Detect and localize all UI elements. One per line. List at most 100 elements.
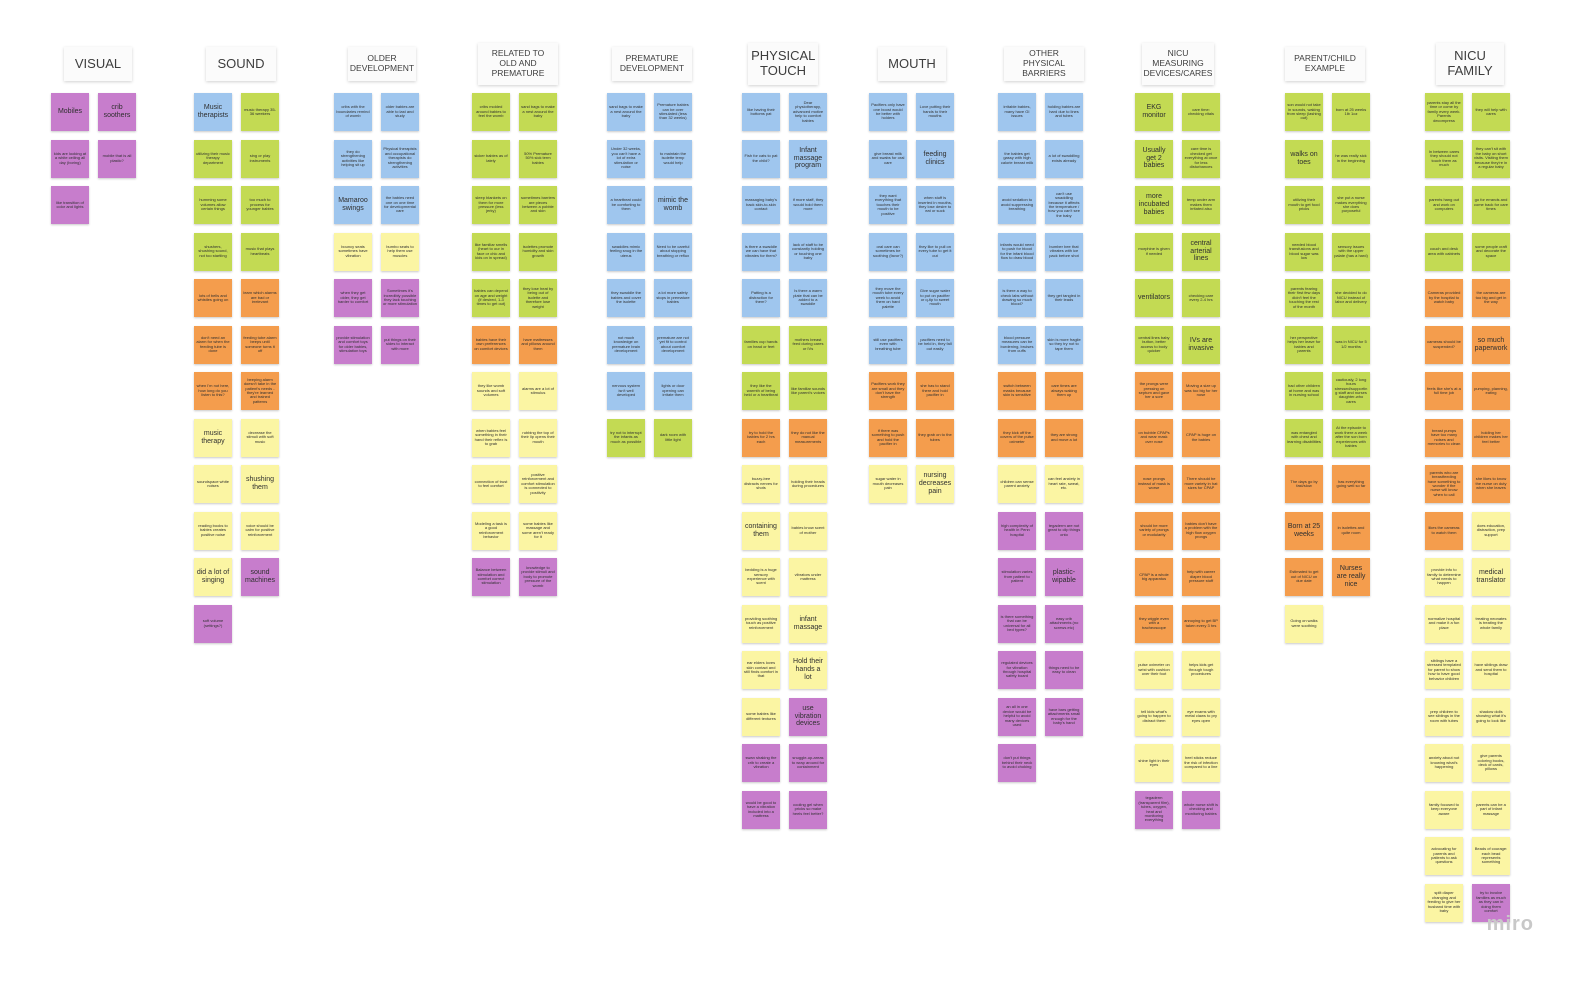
sticky-note-physical-touch[interactable]: some babies like different textures (742, 697, 780, 736)
sticky-note-nicu-measuring-devices-cares[interactable]: annoying to get BP taken every 3 hrs (1182, 604, 1220, 643)
sticky-note-nicu-family[interactable]: holding her children makes her feel bett… (1472, 418, 1510, 457)
sticky-note-related-to-old-and-premature[interactable]: sometimes barriers are pieces between a … (519, 186, 557, 224)
sticky-note-nicu-family[interactable]: treating neonates is treating the whole … (1472, 604, 1510, 643)
sticky-note-premature-development[interactable]: Under 32 weeks, you can't have a lot of … (607, 139, 645, 178)
sticky-note-parent-child-example[interactable]: was in NICU for 5 1/2 months (1332, 325, 1370, 364)
sticky-note-sound[interactable]: shushers, shushing sound, not too startl… (194, 232, 232, 271)
sticky-note-nicu-family[interactable]: siblings have a stressed templated for p… (1425, 651, 1463, 689)
sticky-note-premature-development[interactable]: nervous system isn't well developed (607, 372, 645, 410)
sticky-note-physical-touch[interactable]: mothers breast feed during cares or IVs (789, 325, 827, 364)
sticky-note-nicu-measuring-devices-cares[interactable]: should be more variety of prongs or modu… (1135, 511, 1173, 550)
sticky-note-physical-touch[interactable]: Fish for cats to pat the child? (742, 139, 780, 178)
sticky-note-nicu-family[interactable]: parents who are breastfeeding have somet… (1425, 465, 1463, 503)
sticky-note-nicu-family[interactable]: parents hang out and work on computers (1425, 186, 1463, 224)
sticky-note-sound[interactable]: Music therapists (194, 93, 232, 131)
sticky-note-other-physical-barriers[interactable]: skin is more fragile so they try not to … (1045, 325, 1083, 364)
sticky-note-other-physical-barriers[interactable]: irritable babies, many have GI issues (998, 93, 1036, 131)
sticky-note-related-to-old-and-premature[interactable]: they lose heat by being out of isolette … (519, 279, 557, 317)
sticky-note-nicu-family[interactable]: cameras should be suspended? (1425, 325, 1463, 364)
sticky-note-related-to-old-and-premature[interactable]: babies have their own preferences on com… (472, 325, 510, 364)
sticky-note-mouth[interactable]: Pacifiers only have one boost would be b… (869, 93, 907, 131)
sticky-note-related-to-old-and-premature[interactable]: isolettes promote humidity and skin grow… (519, 232, 557, 271)
sticky-note-nicu-family[interactable]: Beads of courage: each bead represents s… (1472, 837, 1510, 875)
sticky-note-mouth[interactable]: feeding clinics (916, 139, 954, 178)
sticky-note-nicu-family[interactable]: parents can be a part of infant massage (1472, 790, 1510, 829)
sticky-note-other-physical-barriers[interactable]: switch between masks because skin is sen… (998, 372, 1036, 410)
sticky-note-premature-development[interactable]: swaddles mimic feeling snug in the uteru… (607, 232, 645, 271)
sticky-note-other-physical-barriers[interactable]: care times are always waking them up (1045, 372, 1083, 410)
sticky-note-physical-touch[interactable]: bedding is a huge sensory experience wit… (742, 558, 780, 596)
sticky-note-sound[interactable]: don't need an alarm for when the feeding… (194, 325, 232, 364)
sticky-note-parent-child-example[interactable]: sensory issues with the upper palate (ha… (1332, 232, 1370, 271)
sticky-note-nicu-family[interactable]: medical translator (1472, 558, 1510, 596)
sticky-note-other-physical-barriers[interactable]: the babies get gassy with high calorie b… (998, 139, 1036, 178)
sticky-note-nicu-measuring-devices-cares[interactable]: morphine is given if needed (1135, 232, 1173, 271)
sticky-note-mouth[interactable]: she has to stand there and hold pacifier… (916, 372, 954, 410)
sticky-note-sound[interactable]: shushing them (241, 465, 279, 503)
sticky-note-mouth[interactable]: sugar water in mouth decreases pain (869, 465, 907, 503)
sticky-note-nicu-measuring-devices-cares[interactable]: ventilators (1135, 279, 1173, 317)
sticky-note-parent-child-example[interactable]: Nurses are really nice (1332, 558, 1370, 596)
sticky-note-nicu-measuring-devices-cares[interactable]: they wiggle even with a tracheoscope (1135, 604, 1173, 643)
sticky-note-premature-development[interactable]: they swaddle the babies and cover the is… (607, 279, 645, 317)
sticky-note-older-development[interactable]: Mamaroo swings (334, 186, 372, 224)
sticky-note-physical-touch[interactable]: would be good to have a vibration includ… (742, 790, 780, 829)
sticky-note-related-to-old-and-premature[interactable]: sicker babies as of lately (472, 139, 510, 178)
sticky-note-mouth[interactable]: give breast milk and swabs for oral care (869, 139, 907, 178)
sticky-note-related-to-old-and-premature[interactable]: connection of trust to feel comfort (472, 465, 510, 503)
sticky-note-mouth[interactable]: they like to pull on every tube to get i… (916, 232, 954, 271)
sticky-note-nicu-family[interactable]: feels like she's at a full time job (1425, 372, 1463, 410)
sticky-note-physical-touch[interactable]: if more staff, they would hold them more (789, 186, 827, 224)
sticky-note-related-to-old-and-premature[interactable]: Modeling a task is a good reinforcement … (472, 511, 510, 550)
sticky-note-nicu-measuring-devices-cares[interactable]: eye exams with metal claws to pry eyes o… (1182, 697, 1220, 736)
sticky-note-parent-child-example[interactable]: The days go by fast/slow (1285, 465, 1323, 503)
sticky-note-mouth[interactable]: they grab on to the tubes (916, 418, 954, 457)
sticky-note-other-physical-barriers[interactable]: have bars getting attachments small enou… (1045, 697, 1083, 736)
sticky-note-physical-touch[interactable]: buzzy-bee distracts nerves for shots (742, 465, 780, 503)
sticky-note-older-development[interactable]: when they get older, they get harder to … (334, 279, 372, 317)
sticky-note-nicu-measuring-devices-cares[interactable]: care time: checking vitals (1182, 93, 1220, 131)
sticky-note-older-development[interactable]: provide stimulation and comfort toys for… (334, 325, 372, 364)
sticky-note-nicu-measuring-devices-cares[interactable]: babies don't have a problem with the hig… (1182, 511, 1220, 550)
sticky-note-mouth[interactable]: pacifiers need to be held in, they fall … (916, 325, 954, 364)
sticky-note-other-physical-barriers[interactable]: they are strong and move a lot (1045, 418, 1083, 457)
sticky-note-nicu-family[interactable]: shadow dolls showing what it's going to … (1472, 697, 1510, 736)
sticky-note-physical-touch[interactable]: Infant massage program (789, 139, 827, 178)
sticky-note-nicu-measuring-devices-cares[interactable]: central lines baby button, better access… (1135, 325, 1173, 364)
sticky-note-nicu-measuring-devices-cares[interactable]: heel sticks reduce the risk of infection… (1182, 744, 1220, 782)
sticky-note-parent-child-example[interactable]: she put a nurse makes everything she doe… (1332, 186, 1370, 224)
sticky-note-parent-child-example[interactable]: in isolettes and quite room (1332, 511, 1370, 550)
sticky-note-nicu-measuring-devices-cares[interactable]: on bubble CPAPs and wear mask over nose (1135, 418, 1173, 457)
sticky-note-sound[interactable]: voice should be calm for positive reinfo… (241, 511, 279, 550)
sticky-note-physical-touch[interactable]: holding their heads during procedures (789, 465, 827, 503)
sticky-note-nicu-family[interactable]: advocating for parents and patients to a… (1425, 837, 1463, 875)
sticky-note-physical-touch[interactable]: babies know scent of mother (789, 511, 827, 550)
sticky-note-related-to-old-and-premature[interactable]: sleep blankets on them for more pressure… (472, 186, 510, 224)
sticky-note-sound[interactable]: feeding tube alarm beeps until someone t… (241, 325, 279, 364)
sticky-note-physical-touch[interactable]: massaging baby's back skin-to-skin conta… (742, 186, 780, 224)
sticky-note-physical-touch[interactable]: they like the warmth of being held or a … (742, 372, 780, 410)
sticky-note-nicu-family[interactable]: pumping, planning, eating (1472, 372, 1510, 410)
sticky-note-related-to-old-and-premature[interactable]: knowledge to provide stimuli and body to… (519, 558, 557, 596)
sticky-note-nicu-family[interactable]: she likes to know the nurse on duty when… (1472, 465, 1510, 503)
column-header-other-physical-barriers[interactable]: OTHER PHYSICAL BARRIERS (1004, 47, 1084, 81)
sticky-note-sound[interactable]: lots of bells and whistles going on (194, 279, 232, 317)
sticky-note-mouth[interactable]: nursing decreases pain (916, 465, 954, 503)
sticky-note-other-physical-barriers[interactable]: avoid sedation to avoid suppressing brea… (998, 186, 1036, 224)
sticky-note-parent-child-example[interactable]: parents fearing their first few days did… (1285, 279, 1323, 317)
sticky-note-older-development[interactable]: Sometimes it's incredibly possible they … (381, 279, 419, 317)
sticky-note-sound[interactable]: sing or play instruments (241, 139, 279, 178)
sticky-note-nicu-measuring-devices-cares[interactable]: pulse oximeter on wrist with cushion ove… (1135, 651, 1173, 689)
sticky-note-premature-development[interactable]: Need to be careful about stopping breath… (654, 232, 692, 271)
sticky-note-nicu-measuring-devices-cares[interactable]: more incubated babies (1135, 186, 1173, 224)
sticky-note-nicu-family[interactable]: so much paperwork (1472, 325, 1510, 364)
column-header-older-development[interactable]: OLDER DEVELOPMENT (348, 47, 416, 81)
sticky-note-nicu-measuring-devices-cares[interactable]: whole nurse shift is checking and monito… (1182, 790, 1220, 829)
sticky-note-other-physical-barriers[interactable]: regulated devices for vibration through … (998, 651, 1036, 689)
sticky-note-sound[interactable]: music that plays heartbeats (241, 232, 279, 271)
sticky-note-other-physical-barriers[interactable]: is there a way to check labs without dra… (998, 279, 1036, 317)
sticky-note-mouth[interactable]: if there was something to push and hold … (869, 418, 907, 457)
sticky-note-sound[interactable]: sound machines (241, 558, 279, 596)
sticky-note-other-physical-barriers[interactable]: tegaderm are not great to clip things on… (1045, 511, 1083, 550)
sticky-note-other-physical-barriers[interactable]: high complexity of health in Penn hospit… (998, 511, 1036, 550)
